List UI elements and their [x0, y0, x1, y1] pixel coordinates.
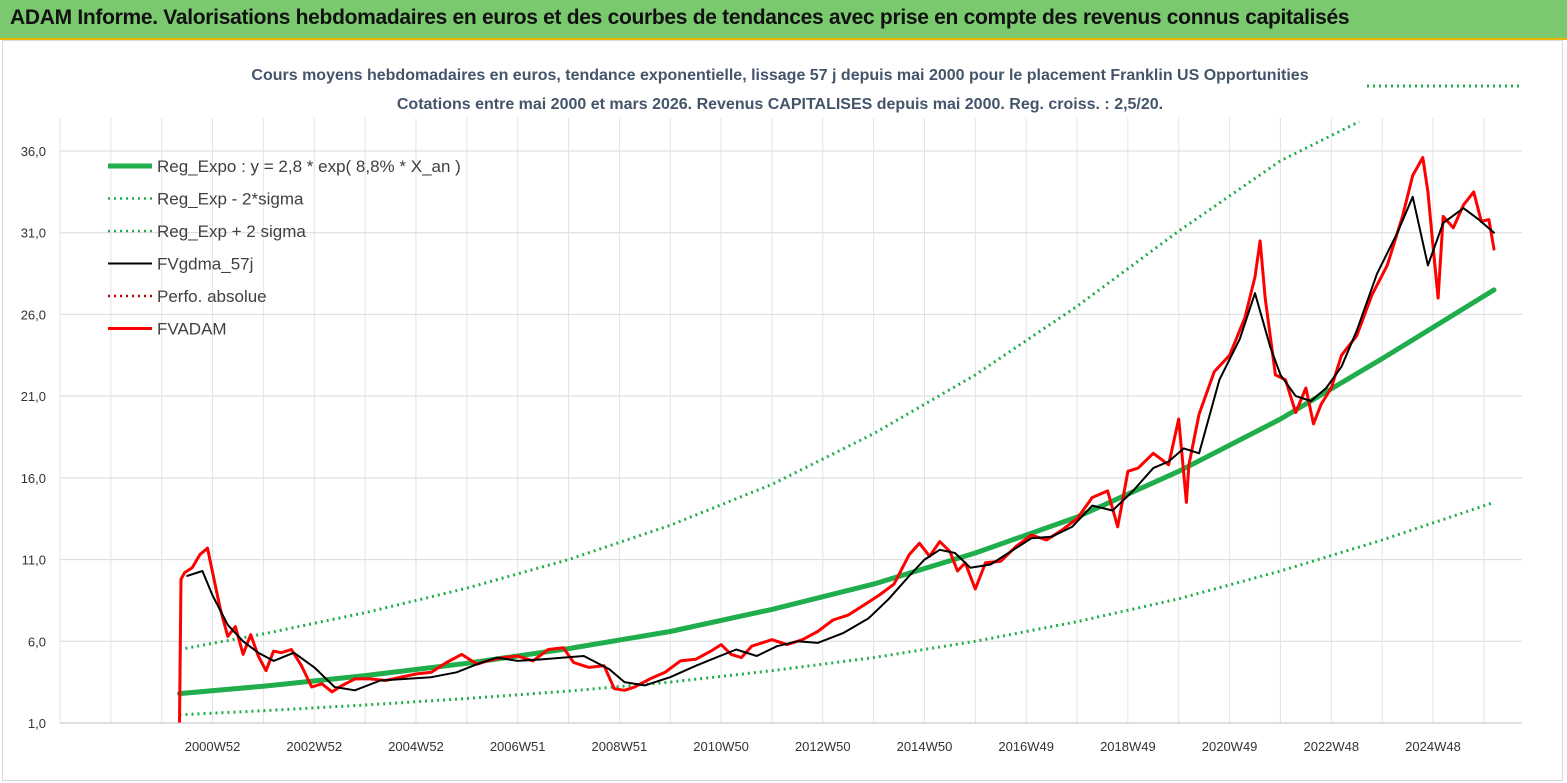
legend-label-5: FVADAM [157, 320, 227, 339]
x-tick-label: 2006W51 [490, 739, 546, 754]
legend-label-1: Reg_Exp - 2*sigma [157, 190, 304, 209]
y-tick-label: 21,0 [21, 389, 46, 404]
series-line-2 [179, 120, 1360, 651]
report-title: ADAM Informe. Valorisations hebdomadaire… [10, 6, 1350, 29]
y-tick-label: 26,0 [21, 307, 46, 322]
x-tick-label: 2000W52 [185, 739, 241, 754]
chart-frame [2, 40, 1563, 781]
x-tick-label: 2024W48 [1405, 739, 1461, 754]
x-tick-label: 2010W50 [693, 739, 749, 754]
chart-axes: 1,0 6,0 11,0 16,0 21,0 26,0 31,0 36,0 2000W52 200… [21, 84, 1522, 754]
chart-grid [59, 118, 1522, 724]
x-tick-label: 2008W51 [592, 739, 648, 754]
legend-label-2: Reg_Exp + 2 sigma [157, 222, 306, 241]
x-tick-label: 2020W49 [1202, 739, 1258, 754]
chart-legend: Reg_Expo : y = 2,8 * exp( 8,8% * X_an ) R… [108, 157, 461, 339]
report-banner: ADAM Informe. Valorisations hebdomadaire… [0, 0, 1567, 40]
y-tick-label: 1,0 [28, 716, 46, 731]
series-line-0 [177, 287, 1497, 697]
series-line-5 [178, 156, 1496, 723]
legend-label-4: Perfo. absolue [157, 287, 267, 306]
x-tick-label: 2014W50 [897, 739, 953, 754]
y-tick-label: 31,0 [21, 226, 46, 241]
chart-title: Cours moyens hebdomadaires en euros, ten… [251, 67, 1308, 84]
x-tick-label: 2022W48 [1303, 739, 1359, 754]
chart-series-layer [177, 120, 1497, 723]
x-tick-label: 2016W49 [998, 739, 1054, 754]
chart-subtitle: Cotations entre mai 2000 et mars 2026. R… [397, 96, 1163, 113]
x-tick-label: 2004W52 [388, 739, 444, 754]
y-tick-label: 6,0 [28, 634, 46, 649]
x-tick-label: 2002W52 [286, 739, 342, 754]
y-tick-label: 16,0 [21, 471, 46, 486]
series-line-3 [186, 195, 1495, 692]
legend-label-3: FVgdma_57j [157, 255, 253, 274]
y-tick-label: 11,0 [22, 553, 46, 568]
y-tick-label: 36,0 [21, 144, 46, 159]
legend-label-0: Reg_Expo : y = 2,8 * exp( 8,8% * X_an ) [157, 157, 461, 176]
x-tick-label: 2012W50 [795, 739, 851, 754]
x-tick-label: 2018W49 [1100, 739, 1156, 754]
